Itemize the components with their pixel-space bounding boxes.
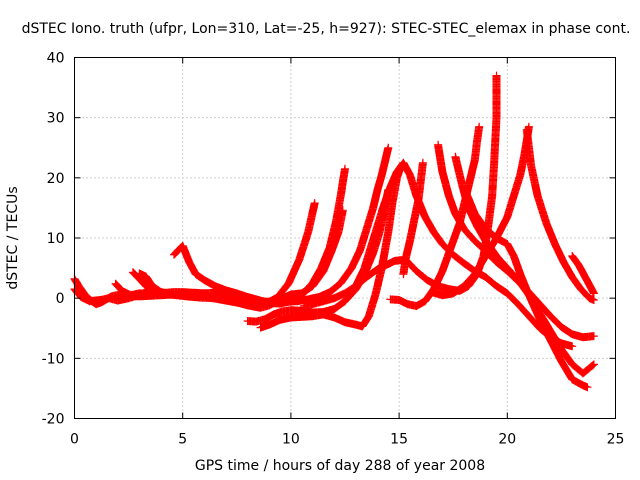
x-tick-label: 20 [498,432,516,448]
series-arc19 [568,252,598,298]
series-arc6 [170,164,349,308]
y-tick-label: 10 [47,231,65,247]
y-tick-label: 20 [47,171,65,187]
data-markers [170,164,349,308]
chart-title: dSTEC Iono. truth (ufpr, Lon=310, Lat=-2… [22,21,631,37]
x-tick-label: 5 [178,432,187,448]
axis-ticks: 0 5 10 15 20 25 -20 -10 0 10 20 30 40 [42,51,625,448]
data-markers [399,158,427,279]
data-markers [256,161,406,332]
data-markers [568,252,598,298]
y-tick-label: 40 [47,51,65,67]
y-axis-label: dSTEC / TECUs [5,186,21,289]
plot-frame [74,57,616,419]
series-arc13 [399,158,427,279]
y-tick-label: -20 [42,412,65,428]
x-tick-label: 10 [282,432,300,448]
data-markers [282,143,393,306]
x-tick-label: 25 [607,432,625,448]
x-tick-label: 0 [70,432,79,448]
y-tick-label: -10 [42,351,65,367]
y-tick-label: 0 [56,291,65,307]
data-series [70,71,598,392]
series-arc8 [256,161,406,332]
x-axis-label: GPS time / hours of day 288 of year 2008 [195,458,485,474]
y-tick-label: 30 [47,111,65,127]
series-arc18 [522,125,598,304]
data-markers [522,125,598,304]
series-arc9 [282,143,393,306]
x-tick-label: 15 [390,432,408,448]
grid [74,57,616,419]
